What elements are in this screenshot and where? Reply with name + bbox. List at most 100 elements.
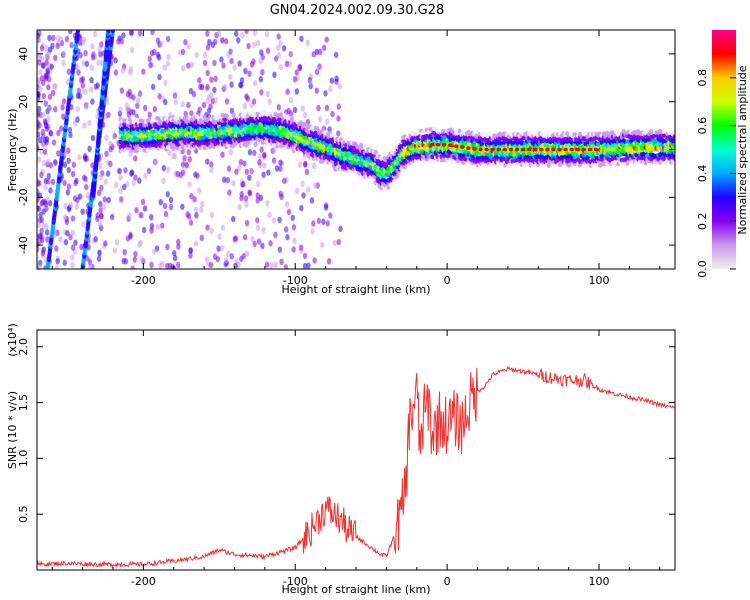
spectrogram-speckle xyxy=(135,102,140,110)
spectrogram-speckle xyxy=(147,55,152,63)
spectrogram-speckle xyxy=(321,44,327,52)
spectrogram-speckle xyxy=(90,54,96,61)
spectrogram-speckle xyxy=(328,212,333,219)
spectrogram-speckle xyxy=(239,77,245,84)
spectrogram-speckle xyxy=(328,85,333,93)
spectrogram-speckle xyxy=(75,106,81,113)
spectrogram-speckle xyxy=(176,243,181,250)
snr-multiplier-label: (x10⁴) xyxy=(6,323,19,357)
spectrogram-speckle xyxy=(127,212,132,219)
spectrogram-speckle xyxy=(61,50,67,57)
spectrogram-speckle xyxy=(189,110,194,117)
spectrogram-speckle xyxy=(233,30,239,37)
spectrogram-speckle xyxy=(40,133,46,140)
x-tick-label: -200 xyxy=(131,575,156,588)
y-tick-label: 0.5 xyxy=(17,505,30,523)
y-tick-label: 20 xyxy=(17,95,30,109)
spectrogram-ridge-cell xyxy=(373,149,378,155)
spectrogram-speckle xyxy=(275,44,281,51)
spectrogram-speckle xyxy=(80,208,85,215)
spectrogram-hotspot xyxy=(581,147,587,152)
figure-title: GN04.2024.002.09.30.G28 xyxy=(270,3,445,18)
spectrogram-speckle xyxy=(197,187,202,194)
spectrogram-speckle xyxy=(95,82,100,89)
spectrogram-speckle xyxy=(159,40,164,47)
spectrogram-speckle xyxy=(264,261,270,268)
spectrogram-speckle xyxy=(162,202,168,210)
spectrogram-speckle xyxy=(98,162,103,170)
spectrogram-speckle xyxy=(272,146,277,153)
spectrogram-speckle xyxy=(122,183,127,191)
spectrogram-speckle xyxy=(84,103,89,110)
spectrogram-speckle xyxy=(277,216,282,224)
spectrogram-speckle xyxy=(108,140,113,147)
x-tick-label: -100 xyxy=(283,575,308,588)
spectrogram-speckle xyxy=(193,206,199,214)
spectrogram-speckle xyxy=(274,165,280,172)
colorbar-tick-label: 0.2 xyxy=(696,212,709,230)
spectrogram-speckle xyxy=(194,212,199,219)
spectrogram-speckle xyxy=(338,225,343,233)
spectrogram-speckle xyxy=(66,166,71,174)
spectrogram-speckle xyxy=(142,205,148,212)
spectrogram-speckle xyxy=(221,62,226,69)
spectrogram-speckle xyxy=(129,30,134,36)
spectrogram-ridge-cell xyxy=(672,142,675,148)
spectrogram-speckle xyxy=(332,239,338,247)
spectrogram-speckle xyxy=(237,204,242,211)
spectrogram-speckle xyxy=(47,34,52,42)
snr-y-axis-title: SNR (10 * v/v) xyxy=(6,391,19,469)
spectrogram-speckle xyxy=(119,38,124,45)
spectrogram-speckle xyxy=(285,88,290,95)
spectrogram-speckle xyxy=(172,152,177,160)
spectrogram-speckle xyxy=(71,161,77,168)
spectrogram-speckle xyxy=(152,48,157,56)
spectrogram-speckle xyxy=(198,83,203,91)
spectrogram-speckle xyxy=(239,81,244,89)
spectrogram-speckle xyxy=(302,252,308,260)
y-tick-label: -20 xyxy=(17,188,30,206)
spectrogram-speckle xyxy=(213,96,219,104)
spectrogram-speckle xyxy=(119,196,124,203)
spectrogram-speckle xyxy=(149,222,155,230)
spectrogram-speckle xyxy=(79,87,84,95)
spectrogram-speckle xyxy=(37,180,42,187)
snr-y-ticks: 0.5 1.0 1.5 2.0 xyxy=(17,338,675,523)
spectrogram-speckle xyxy=(209,211,215,219)
spectrogram-speckle xyxy=(121,32,126,39)
colorbar: 0.0 0.2 0.4 0.6 0.8 Normalized spectral ampl… xyxy=(696,30,749,278)
spectrogram-speckle xyxy=(183,38,188,46)
spectrogram-speckle xyxy=(252,240,257,248)
spectrogram-speckle xyxy=(156,54,162,61)
spectrogram-speckle xyxy=(63,239,69,246)
spectrogram-speckle xyxy=(219,244,225,252)
spectrogram-speckle xyxy=(51,139,57,146)
spectrogram-speckle xyxy=(229,57,234,65)
spectrogram-speckle xyxy=(207,38,212,46)
spectrogram-speckle xyxy=(223,38,229,45)
spectrogram-hotspot xyxy=(551,147,556,152)
spectrogram-speckle xyxy=(336,115,341,122)
spectrogram-speckle xyxy=(260,69,265,76)
spectrogram-hotspot xyxy=(447,143,453,147)
spectrogram-speckle xyxy=(50,178,56,186)
spectrogram-speckle xyxy=(133,155,138,162)
spectrogram-speckle xyxy=(228,149,233,156)
spectrogram-speckle xyxy=(128,69,133,76)
spectrogram-speckle xyxy=(59,125,64,132)
spectrogram-speckle xyxy=(37,111,40,118)
spectrogram-hotspot xyxy=(472,147,477,151)
spectrogram-speckle xyxy=(279,193,284,201)
spectrogram-speckle xyxy=(152,105,158,113)
spectrogram-speckle xyxy=(168,203,174,211)
spectrogram-speckle xyxy=(43,184,48,191)
spectrogram-speckle xyxy=(249,61,255,68)
spectrogram-speckle xyxy=(87,263,92,269)
spectrogram-speckle xyxy=(317,116,323,123)
spectrogram-speckle xyxy=(80,82,86,89)
spectrogram-speckle xyxy=(140,198,146,206)
spectrogram-hotspot xyxy=(593,147,599,152)
spectrogram-speckle xyxy=(216,245,221,252)
spectrogram-ridge-cell xyxy=(395,173,400,178)
spectrogram-speckle xyxy=(189,61,195,69)
